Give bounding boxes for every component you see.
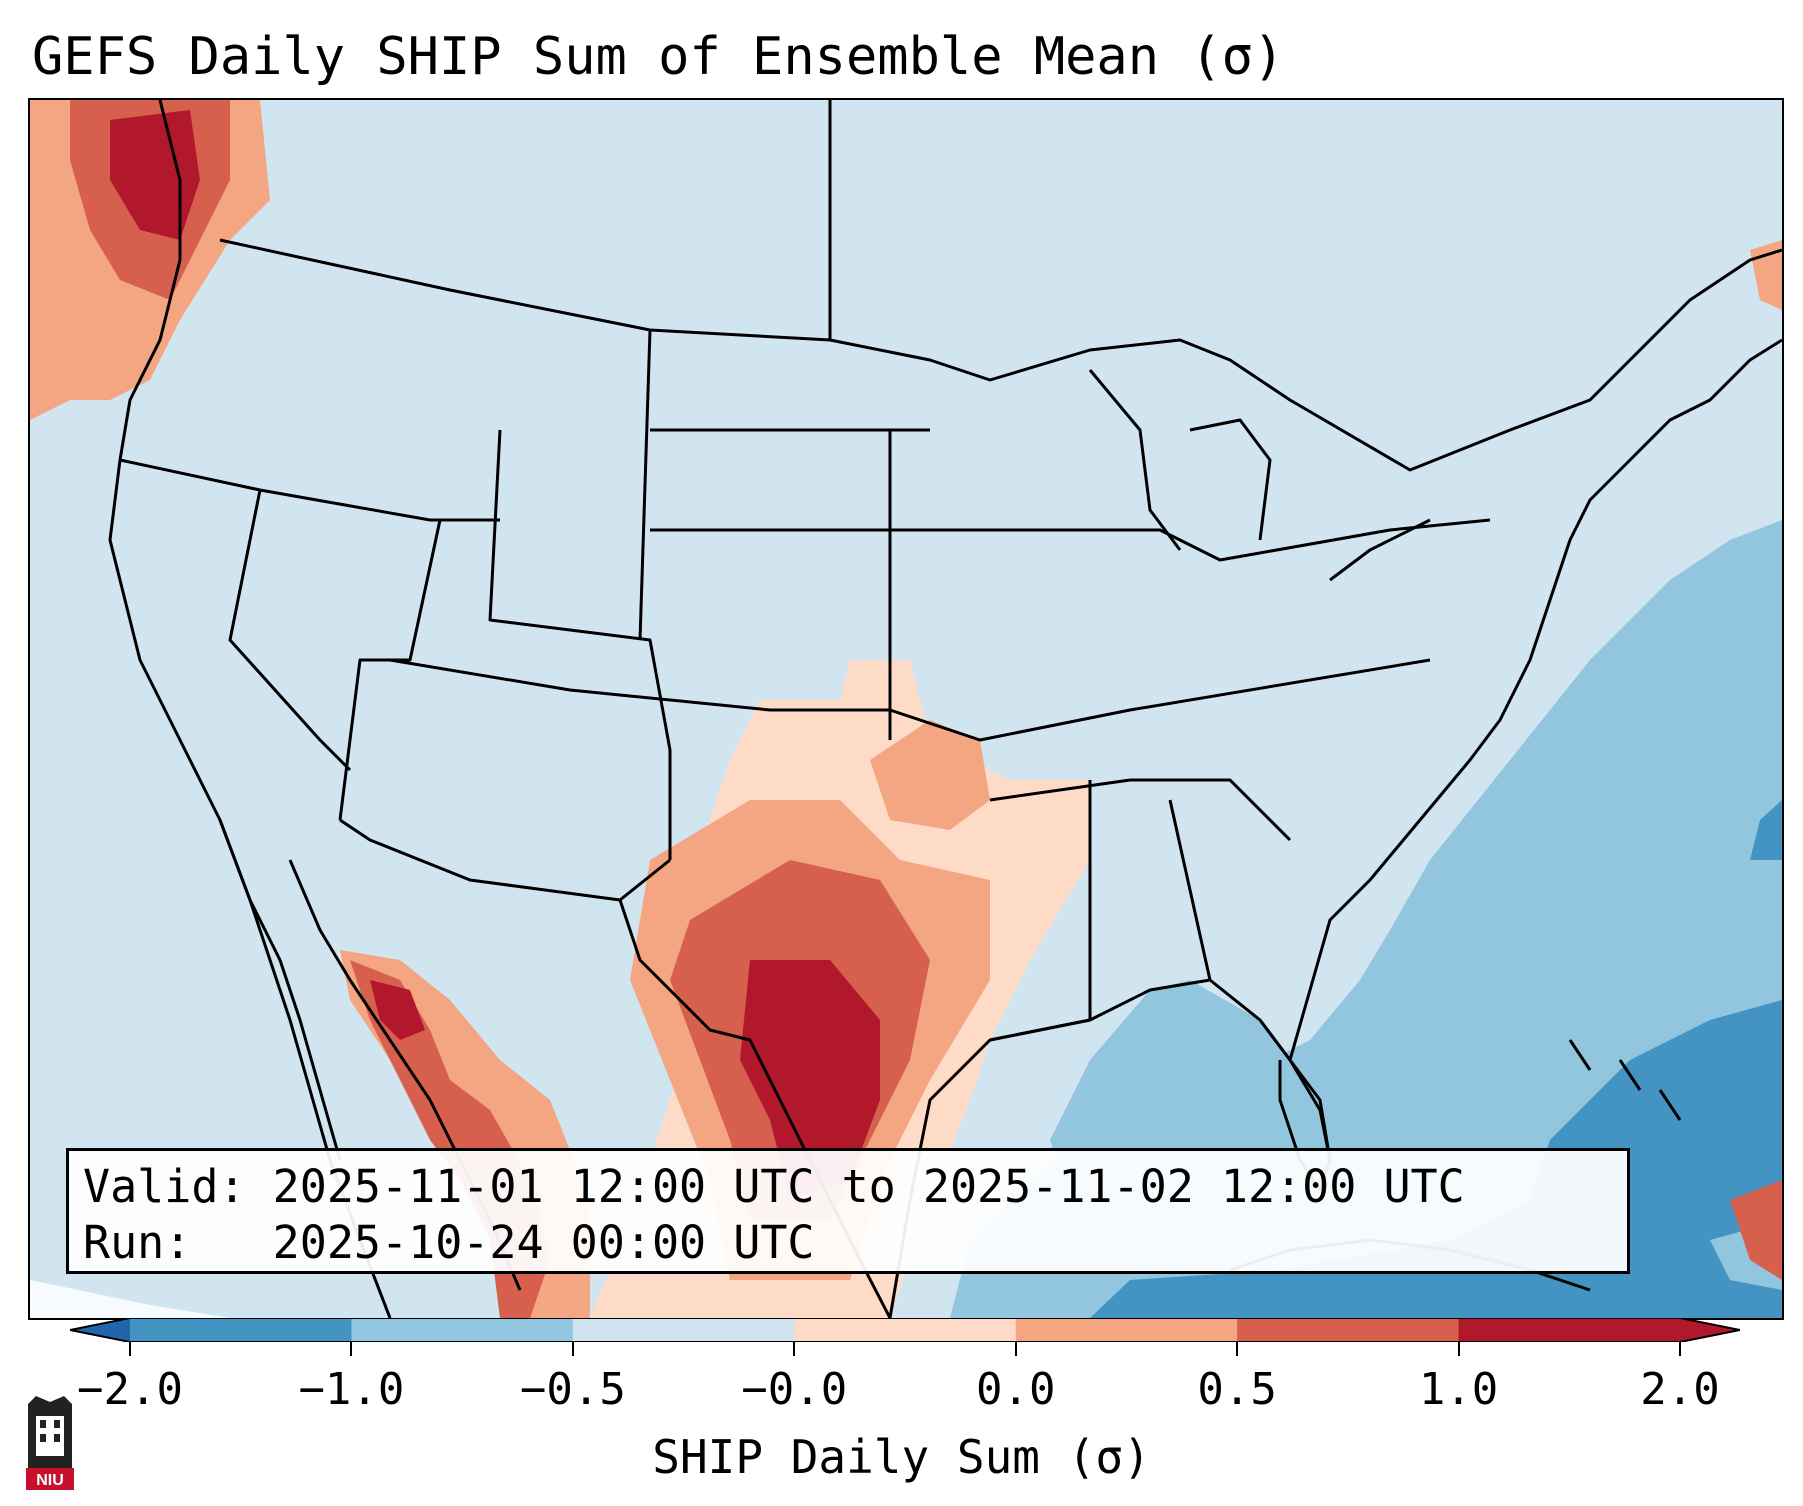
logo-windows [40, 1420, 60, 1442]
colorbar-under-arrow [70, 1318, 130, 1342]
colorbar-segment [794, 1318, 1017, 1342]
niu-logo: NIU [26, 1396, 74, 1490]
run-row: Run: 2025-10-24 00:00 UTC [83, 1215, 1613, 1271]
colorbar-segment [1237, 1318, 1460, 1342]
cuba-east-anomaly [1730, 1180, 1782, 1280]
colorbar-tick-label: 1.0 [1418, 1364, 1499, 1415]
colorbar-label: SHIP Daily Sum (σ) [652, 1430, 1151, 1484]
florida-peninsula [1258, 1019, 1332, 1161]
east-coast [1288, 338, 1782, 1061]
run-value: 2025-10-24 00:00 UTC [272, 1216, 815, 1269]
valid-value: 2025-11-01 12:00 UTC to 2025-11-02 12:00… [272, 1160, 1465, 1213]
bahamas-islands [1568, 1039, 1682, 1121]
colorbar-tick-label: −1.0 [298, 1364, 405, 1415]
map-borders [108, 100, 1782, 1318]
valid-row: Valid: 2025-11-01 12:00 UTC to 2025-11-0… [83, 1159, 1613, 1215]
colorbar-tick-mark [1457, 1342, 1460, 1356]
chart-title: GEFS Daily SHIP Sum of Ensemble Mean (σ) [32, 27, 1285, 87]
colorbar-segment [572, 1318, 795, 1342]
colorbar-over-arrow [1680, 1318, 1740, 1342]
state-line-5 [638, 329, 652, 641]
canada-border [219, 238, 1782, 472]
great-lakes [1088, 369, 1431, 582]
colorbar-tick-mark [1014, 1342, 1017, 1356]
pacific-northwest-anomaly-peak [110, 110, 200, 240]
southeast-grid [989, 778, 1292, 1020]
colorbar-tick-label: −2.0 [77, 1364, 183, 1415]
valid-label: Valid: [83, 1160, 246, 1213]
colorbar-tick-mark [571, 1342, 574, 1356]
colorbar [70, 1318, 1740, 1342]
colorbar-tick-mark [1236, 1342, 1239, 1356]
colorbar-segment [1458, 1318, 1681, 1342]
gulf-stream-region [1750, 800, 1782, 860]
colorbar-tick-mark [129, 1342, 131, 1356]
colorbar-segment [351, 1318, 574, 1342]
colorbar-tick-label: −0.5 [519, 1364, 626, 1415]
logo-text: NIU [36, 1472, 64, 1489]
pacific-white-region [30, 1280, 230, 1318]
midwest-grid-2 [930, 518, 1491, 562]
colorbar-tick-label: 0.0 [975, 1364, 1056, 1415]
colorbar-tick-mark [350, 1342, 353, 1356]
colorbar-tick-label: −0.0 [741, 1364, 848, 1415]
midwest-grid-1 [650, 428, 930, 740]
oklahoma-anomaly [870, 720, 990, 830]
state-line-3 [338, 519, 442, 821]
colorbar-tick-label: 0.5 [1197, 1364, 1277, 1415]
info-box: Valid: 2025-11-01 12:00 UTC to 2025-11-0… [66, 1148, 1630, 1274]
state-line-1 [119, 458, 500, 522]
state-line-2 [228, 489, 352, 772]
colorbar-tick-mark [1679, 1342, 1681, 1356]
colorbar-tick-label: 2.0 [1640, 1364, 1720, 1415]
state-line-4 [488, 429, 672, 860]
colorbar-segment [1015, 1318, 1238, 1342]
logo-banner [26, 1468, 74, 1490]
state-line-7 [339, 818, 671, 902]
map-panel [28, 98, 1784, 1320]
colorbar-tick-mark [793, 1342, 796, 1356]
west-coastline [108, 100, 392, 1318]
mexico-west-anomaly-peak [370, 980, 425, 1040]
colorbar-segment [130, 1318, 352, 1342]
texas-anomaly-peak [740, 960, 880, 1200]
map-canvas [30, 100, 1782, 1318]
run-label: Run: [83, 1216, 192, 1269]
